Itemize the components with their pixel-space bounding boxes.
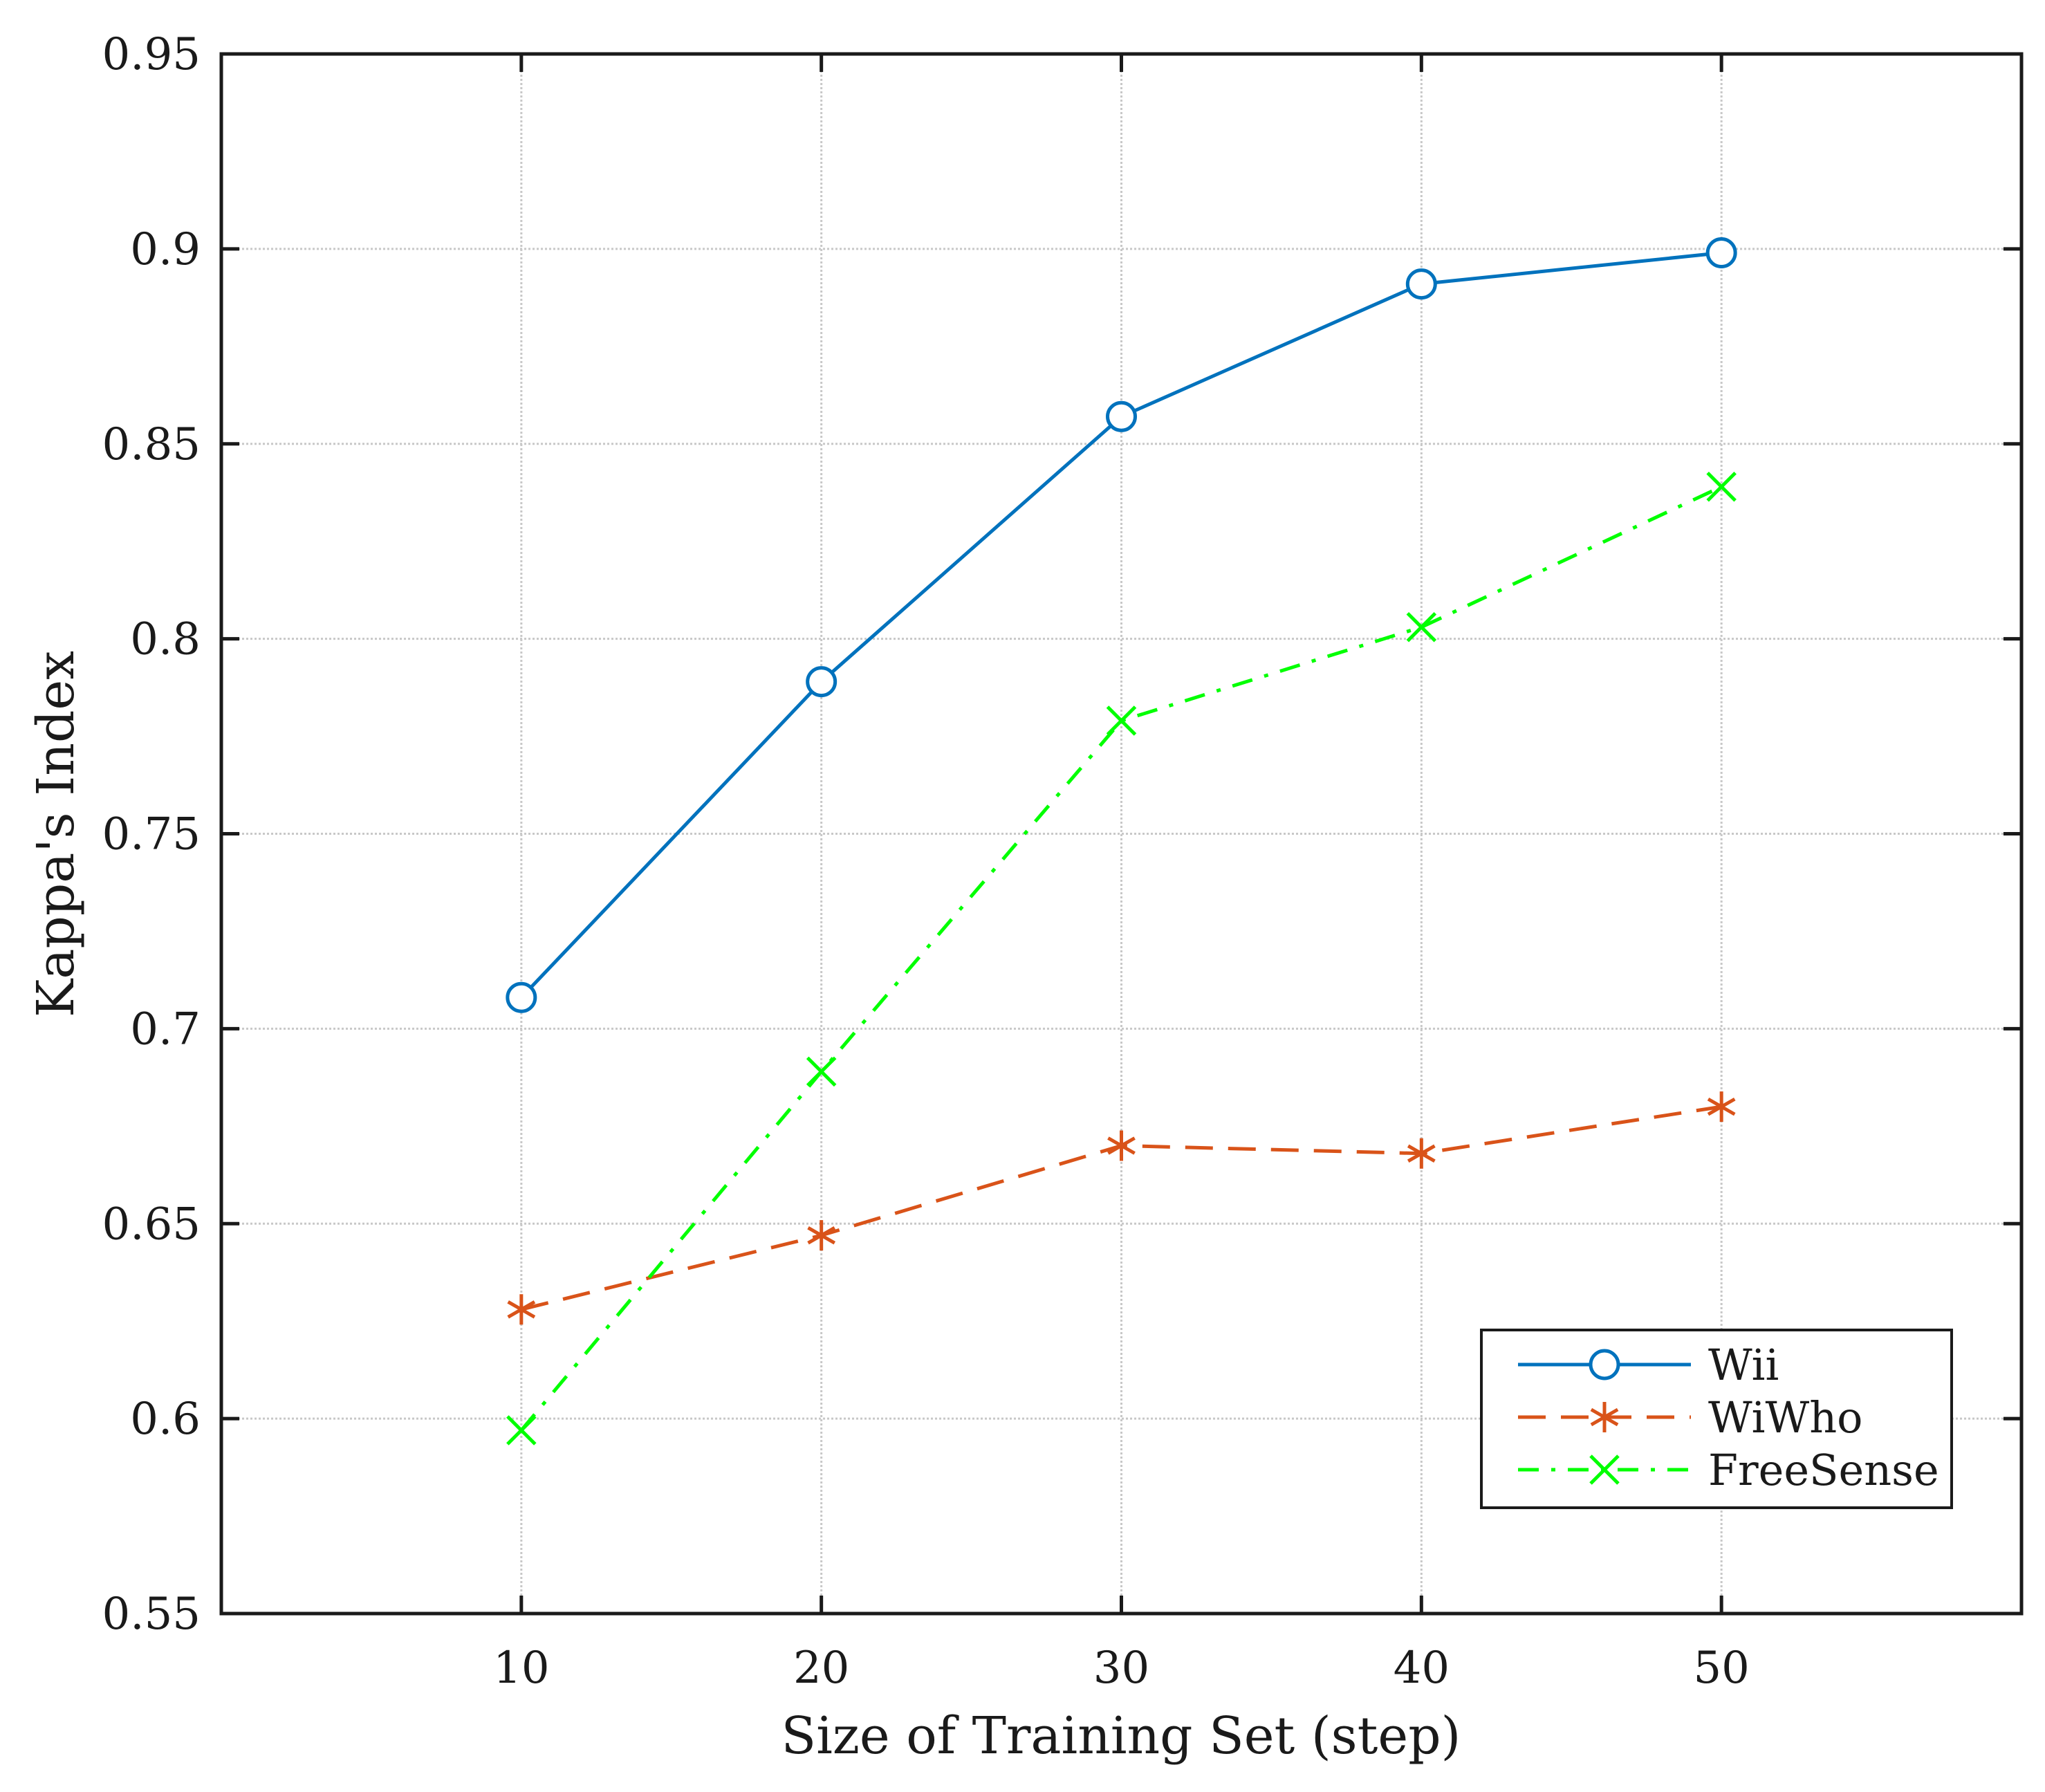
marker-circle-shape <box>806 666 838 698</box>
y-tick-label: 0.7 <box>130 1004 201 1055</box>
series-wiwho <box>507 1091 1736 1325</box>
series-freesense <box>506 471 1737 1445</box>
data-point-wii <box>1405 268 1437 300</box>
y-tick-label: 0.8 <box>130 614 201 665</box>
x-tick-label: 10 <box>493 1643 549 1694</box>
marker-asterisk-stroke <box>507 1300 536 1319</box>
data-point-wiwho <box>1407 1138 1436 1169</box>
legend-marker-freesense <box>1589 1454 1620 1485</box>
legend-label-freesense: FreeSense <box>1708 1445 1939 1495</box>
marker-asterisk-stroke <box>1590 1407 1619 1427</box>
y-tick-label: 0.6 <box>130 1394 201 1445</box>
data-point-freesense <box>1406 611 1437 643</box>
marker-circle-shape <box>1589 1349 1620 1380</box>
legend-marker-wii <box>1589 1349 1620 1380</box>
marker-x-stroke <box>1406 611 1437 643</box>
marker-circle-shape <box>506 981 537 1013</box>
marker-circle-shape <box>1106 400 1137 432</box>
x-tick-label: 30 <box>1093 1643 1149 1694</box>
x-tick-label: 50 <box>1693 1643 1749 1694</box>
marker-x-stroke <box>1589 1454 1620 1485</box>
marker-circle-shape <box>1705 237 1737 269</box>
x-tick-label: 20 <box>793 1643 849 1694</box>
legend-item-freesense: FreeSense <box>1518 1445 1939 1495</box>
data-point-wiwho <box>507 1294 536 1325</box>
y-tick-label: 0.85 <box>102 419 201 470</box>
series-layer <box>506 237 1737 1445</box>
marker-x-stroke <box>1106 705 1137 736</box>
data-point-wii <box>806 666 838 698</box>
data-point-wiwho <box>807 1220 836 1251</box>
data-point-freesense <box>1106 705 1137 736</box>
data-point-wiwho <box>1707 1091 1736 1123</box>
legend-label-wiwho: WiWho <box>1708 1392 1862 1443</box>
marker-circle-shape <box>1405 268 1437 300</box>
marker-asterisk-stroke <box>1107 1136 1136 1155</box>
y-tick-label: 0.9 <box>130 224 201 275</box>
legend-marker-wiwho <box>1590 1402 1619 1432</box>
data-point-freesense <box>806 1056 837 1087</box>
series-line-freesense <box>519 485 1723 1432</box>
marker-asterisk-stroke <box>807 1226 836 1245</box>
x-axis-title: Size of Training Set (step) <box>781 1706 1461 1766</box>
marker-asterisk-stroke <box>1707 1097 1736 1116</box>
x-tick-label: 40 <box>1394 1643 1450 1694</box>
legend-label-wii: Wii <box>1708 1340 1779 1390</box>
legend-box <box>1480 1329 1953 1509</box>
data-point-wii <box>1705 237 1737 269</box>
series-wii <box>506 237 1737 1013</box>
marker-x-stroke <box>1706 471 1737 502</box>
grid <box>221 54 2021 1614</box>
data-point-wii <box>1106 400 1137 432</box>
marker-asterisk-stroke <box>1407 1144 1436 1163</box>
marker-x-stroke <box>506 1415 537 1445</box>
legend-item-wiwho: WiWho <box>1518 1392 1862 1443</box>
y-tick-label: 0.55 <box>102 1589 201 1640</box>
data-point-wii <box>506 981 537 1013</box>
y-tick-label: 0.75 <box>102 809 201 860</box>
ticks <box>221 52 2021 1616</box>
y-axis-title: Kappa's Index <box>26 651 86 1017</box>
legend-item-wii: Wii <box>1518 1340 1779 1390</box>
data-point-freesense <box>1706 471 1737 502</box>
tick-labels: 10 20 30 40 50 0.55 0.6 0.65 0.7 0.75 0.8 0.85 0.9 0.… <box>102 29 1750 1694</box>
data-point-wiwho <box>1107 1130 1136 1161</box>
y-tick-label: 0.95 <box>102 29 201 80</box>
y-tick-label: 0.65 <box>102 1199 201 1250</box>
marker-x-stroke <box>806 1056 837 1087</box>
data-point-freesense <box>506 1415 537 1445</box>
